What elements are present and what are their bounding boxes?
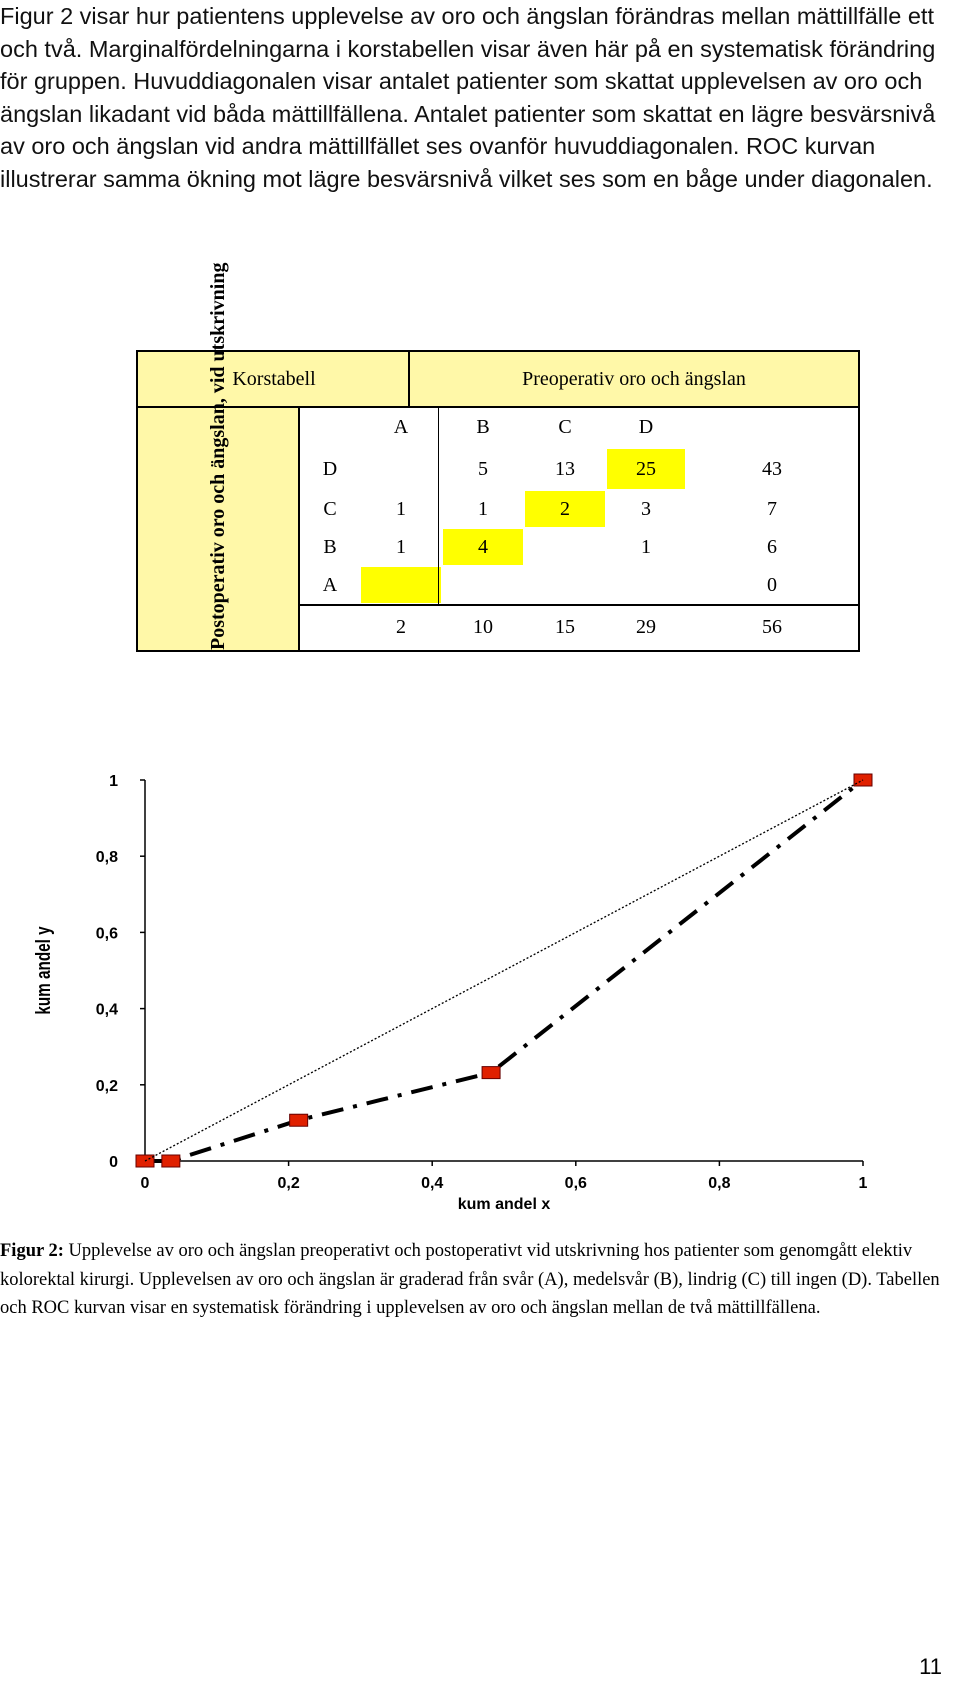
caption-text: Upplevelse av oro och ängslan preoperati… [0, 1241, 940, 1318]
row-total: 6 [767, 535, 777, 558]
table-cell: 3 [641, 497, 651, 520]
table-cell [442, 566, 524, 604]
column-total: 15 [555, 615, 575, 638]
table-cell: 13 [555, 457, 575, 480]
roc-point [481, 1066, 501, 1080]
table-cell [360, 448, 442, 490]
table-cell [360, 566, 442, 604]
table-cell: 4 [478, 535, 488, 558]
column-total: 10 [473, 615, 493, 638]
diagonal-highlight [443, 529, 523, 565]
table-cell [606, 566, 686, 604]
table-cell: 25 [636, 457, 656, 480]
roc-point [289, 1113, 309, 1127]
y-tick-label: 0,6 [96, 925, 118, 942]
table-cell: 2 [560, 497, 570, 520]
diagonal-highlight [361, 567, 441, 603]
table-rule [438, 406, 439, 604]
grand-total: 56 [762, 615, 782, 638]
crosstab-title: Korstabell [232, 367, 316, 390]
crosstab-body [300, 406, 858, 650]
x-tick-label: 0,4 [421, 1175, 443, 1192]
caption-label: Figur 2: [0, 1241, 64, 1261]
table-cell [524, 528, 606, 566]
y-tick-label: 0,4 [96, 1002, 118, 1019]
y-tick-label: 0 [109, 1154, 118, 1171]
crosstab-row-header: Postoperativ oro och ängslan, vid utskri… [207, 262, 229, 650]
row-label: C [323, 497, 337, 520]
x-tick-label: 0 [141, 1175, 150, 1192]
y-tick-label: 1 [109, 773, 118, 790]
table-rule [298, 604, 858, 606]
x-axis-label: kum andel x [458, 1196, 551, 1213]
row-label: D [322, 457, 338, 480]
row-total: 7 [767, 497, 777, 520]
diagonal-reference-line [144, 779, 864, 1162]
y-tick-label: 0,2 [96, 1078, 118, 1095]
y-axis-label: kum andel y [32, 926, 55, 1015]
figure-caption: Figur 2: Upplevelse av oro och ängslan p… [0, 1237, 950, 1323]
crosstab-column-header: Preoperativ oro och ängslan [522, 367, 746, 390]
row-total: 43 [762, 457, 782, 480]
roc-point [161, 1154, 181, 1168]
crosstab: Korstabell Preoperativ oro och ängslan P… [136, 262, 860, 652]
row-total: 0 [767, 573, 777, 596]
table-rule [408, 352, 410, 406]
table-cell: 1 [396, 535, 406, 558]
y-tick-label: 0,8 [96, 849, 118, 866]
page-number: 11 [919, 1654, 942, 1679]
table-cell: 1 [641, 535, 651, 558]
column-total: 2 [396, 615, 406, 638]
table-cell: 5 [478, 457, 488, 480]
intro-paragraph: Figur 2 visar hur patientens upplevelse … [0, 3, 936, 192]
roc-chart: 0 0,2 0,4 0,6 0,8 1 0 0,2 0,4 0,6 0,8 1 kum andel x k… [32, 773, 873, 1213]
table-cell: 1 [396, 497, 406, 520]
row-label: A [322, 573, 338, 596]
table-rule [298, 406, 300, 650]
diagonal-highlight [525, 491, 605, 527]
x-tick-label: 0,2 [277, 1175, 299, 1192]
diagonal-highlight [607, 449, 685, 489]
column-label: A [393, 415, 409, 438]
column-label: C [558, 415, 572, 438]
x-tick-label: 0,8 [708, 1175, 730, 1192]
table-cell [524, 566, 606, 604]
column-total: 29 [636, 615, 656, 638]
column-label: D [638, 415, 654, 438]
table-rule [138, 406, 858, 408]
x-tick-label: 0,6 [565, 1175, 587, 1192]
column-label: B [476, 415, 490, 438]
table-cell: 1 [478, 497, 488, 520]
row-label: B [323, 535, 337, 558]
x-tick-label: 1 [859, 1175, 868, 1192]
